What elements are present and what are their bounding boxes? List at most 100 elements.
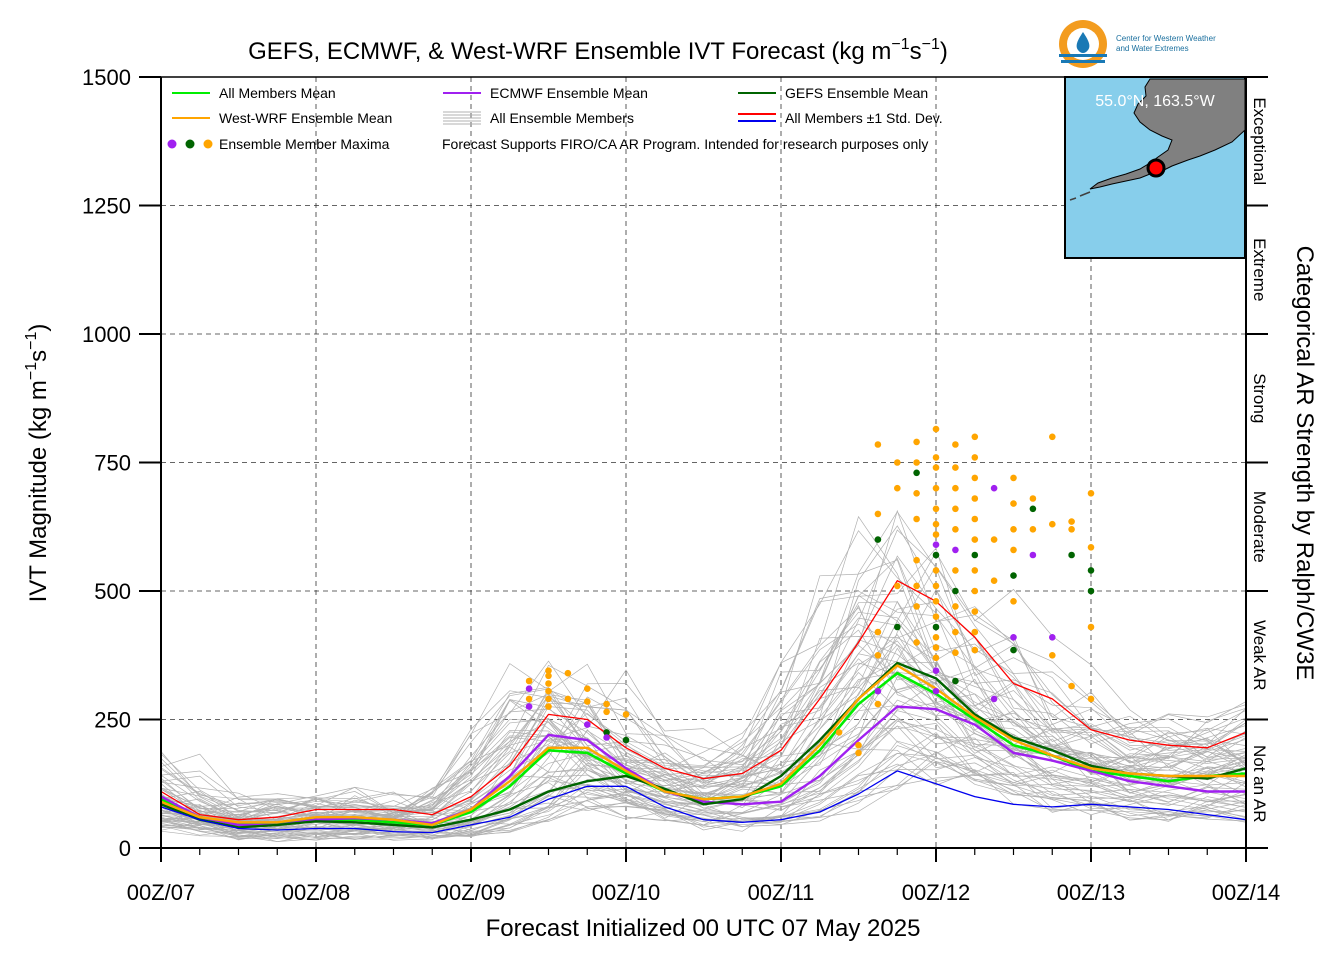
ensemble-member-line — [160, 658, 1247, 827]
maxima-point — [952, 677, 959, 685]
maxima-point — [971, 608, 979, 615]
maxima-point — [584, 721, 591, 728]
legend-label-all-mean: All Members Mean — [219, 85, 336, 101]
ensemble-member-line — [160, 590, 1247, 813]
series-line — [160, 664, 1246, 827]
ar-category-label: Exceptional — [1250, 97, 1269, 185]
maxima-point — [932, 464, 940, 471]
x-tick-label: 00Z/10 — [592, 880, 661, 905]
maxima-point — [932, 598, 940, 605]
maxima-point — [932, 425, 940, 433]
series-line — [160, 705, 1246, 827]
ar-category-label: Not an AR — [1250, 745, 1269, 823]
maxima-point — [525, 685, 533, 692]
maxima-point — [952, 587, 959, 595]
ensemble-member-line — [160, 555, 1247, 813]
maxima-point — [622, 736, 630, 744]
maxima-point — [971, 551, 979, 559]
ensemble-member-line — [160, 547, 1247, 814]
legend-dot-orange — [203, 139, 213, 149]
maxima-point — [971, 454, 979, 461]
x-tick-label: 00Z/08 — [282, 880, 351, 905]
member-maxima — [525, 425, 1095, 757]
maxima-point — [971, 495, 979, 502]
maxima-point — [913, 515, 920, 523]
maxima-point — [971, 536, 979, 543]
maxima-point — [874, 700, 882, 708]
maxima-point — [874, 687, 882, 695]
ensemble-member-line — [160, 529, 1247, 817]
ensemble-member-line — [160, 600, 1247, 821]
maxima-point — [952, 567, 959, 574]
maxima-point — [894, 582, 901, 590]
x-tick-label: 00Z/14 — [1212, 880, 1281, 905]
y-tick-label: 750 — [94, 451, 131, 476]
maxima-point — [952, 484, 959, 492]
maxima-point — [1049, 433, 1056, 441]
y-tick-label: 1250 — [82, 194, 131, 219]
maxima-point — [913, 556, 920, 564]
legend-dot-green — [185, 139, 195, 149]
maxima-point — [1049, 652, 1056, 659]
maxima-point — [1068, 551, 1075, 559]
maxima-point — [913, 469, 920, 477]
maxima-point — [1029, 505, 1037, 513]
maxima-point — [932, 551, 940, 559]
maxima-point — [545, 703, 552, 710]
maxima-point — [913, 603, 920, 610]
maxima-point — [545, 680, 552, 687]
mean-series — [160, 580, 1247, 834]
maxima-point — [952, 505, 959, 513]
maxima-point — [1010, 572, 1017, 579]
maxima-point — [1087, 490, 1095, 497]
maxima-point — [932, 634, 940, 641]
maxima-point — [1068, 518, 1075, 525]
maxima-point — [564, 695, 572, 703]
x-tick-label: 00Z/09 — [437, 880, 506, 905]
maxima-point — [971, 587, 979, 595]
maxima-point — [874, 652, 882, 659]
water-drop-icon — [1076, 32, 1090, 53]
maxima-point — [913, 438, 920, 446]
maxima-point — [1029, 495, 1037, 502]
maxima-point — [525, 703, 533, 710]
maxima-point — [932, 644, 940, 651]
x-tick-label: 00Z/13 — [1057, 880, 1126, 905]
maxima-point — [932, 687, 940, 695]
maxima-point — [545, 672, 552, 680]
maxima-point — [603, 734, 610, 741]
ensemble-member-line — [160, 525, 1247, 815]
ar-category-label: Extreme — [1250, 238, 1269, 301]
maxima-point — [952, 628, 959, 636]
ensemble-member-line — [160, 557, 1247, 817]
legend-swatch-all-members — [443, 111, 481, 125]
maxima-point — [874, 510, 882, 518]
maxima-point — [1010, 598, 1017, 605]
cw3e-logo: Center for Western Weather and Water Ext… — [1059, 20, 1216, 68]
y-tick-label: 1000 — [82, 322, 131, 347]
legend: All Members Mean ECMWF Ensemble Mean GEF… — [167, 85, 943, 152]
maxima-point — [584, 698, 591, 705]
ensemble-member-line — [160, 761, 1247, 841]
maxima-point — [913, 490, 920, 497]
maxima-point — [932, 484, 940, 492]
series-line — [160, 580, 1247, 821]
y-tick-label: 500 — [94, 579, 131, 604]
ensemble-member-line — [160, 686, 1247, 826]
legend-dot-purple — [167, 139, 177, 149]
series-line — [160, 661, 1247, 829]
alaska-landmass — [1089, 78, 1246, 190]
maxima-point — [603, 700, 610, 708]
ensemble-member-line — [160, 551, 1247, 811]
maxima-point — [990, 484, 998, 492]
legend-label-all-members: All Ensemble Members — [490, 110, 634, 126]
ensemble-member-line — [160, 565, 1247, 823]
y-tick-label: 0 — [119, 836, 131, 861]
x-tick-label: 00Z/11 — [748, 880, 815, 905]
maxima-point — [971, 567, 979, 574]
maxima-point — [835, 729, 843, 736]
chart-title: GEFS, ECMWF, & West-WRF Ensemble IVT For… — [248, 36, 948, 65]
maxima-point — [894, 623, 901, 631]
axis-ticks: 00Z/07 00Z/08 00Z/09 00Z/10 00Z/11 00Z/12 00Z/… — [82, 65, 1280, 905]
